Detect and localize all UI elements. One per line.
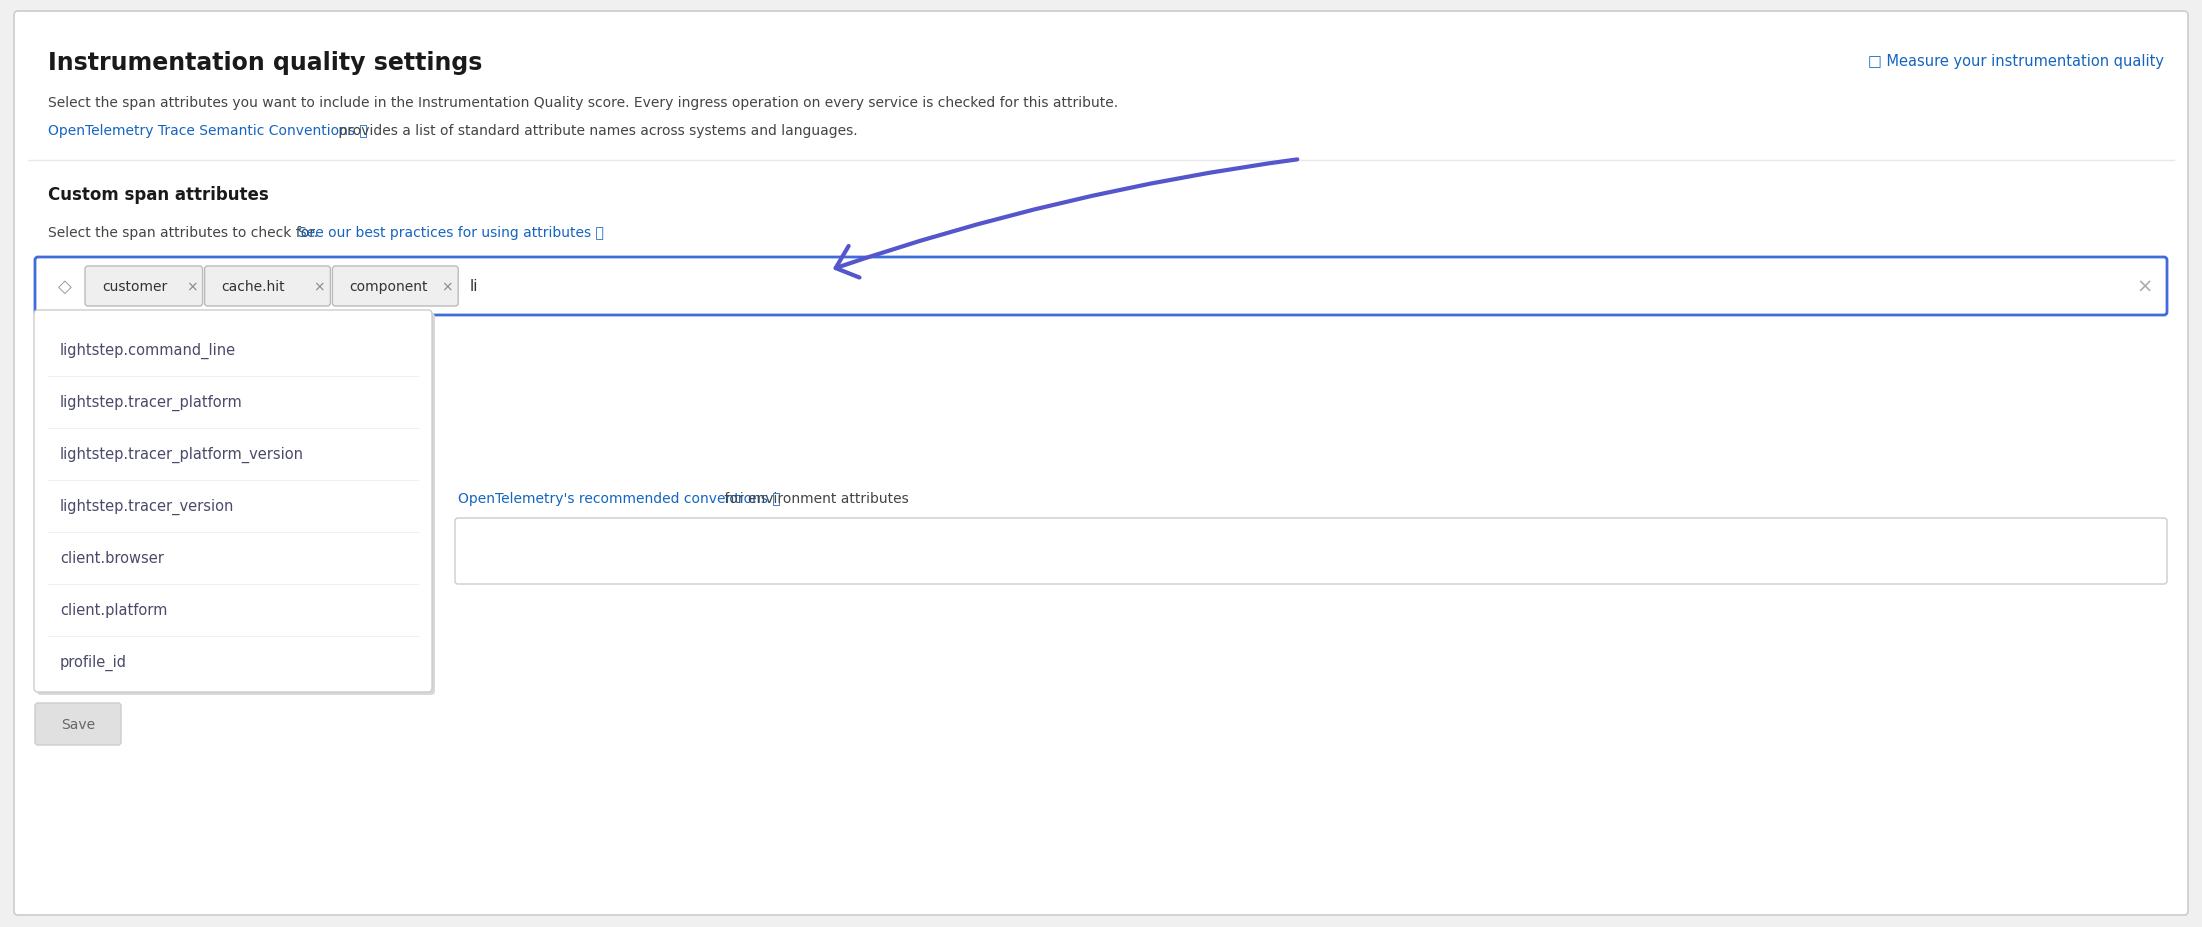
Text: lightstep.command_line: lightstep.command_line — [59, 343, 236, 359]
Text: Custom span attributes: Custom span attributes — [48, 185, 269, 204]
Text: Select the span attributes to check for.: Select the span attributes to check for. — [48, 226, 321, 240]
Text: customer: customer — [101, 280, 167, 294]
Text: ×: × — [440, 280, 454, 294]
Text: provides a list of standard attribute names across systems and languages.: provides a list of standard attribute na… — [333, 124, 857, 138]
Text: profile_id: profile_id — [59, 654, 128, 670]
FancyArrowPatch shape — [835, 160, 1297, 278]
Text: client.platform: client.platform — [59, 603, 167, 617]
Text: component: component — [350, 280, 427, 294]
Text: Save: Save — [62, 717, 95, 731]
Text: li: li — [469, 279, 478, 294]
FancyBboxPatch shape — [33, 311, 432, 692]
Text: ×: × — [313, 280, 326, 294]
FancyBboxPatch shape — [37, 313, 436, 695]
Text: client.browser: client.browser — [59, 551, 163, 565]
Text: cache.hit: cache.hit — [222, 280, 286, 294]
Text: ◇: ◇ — [57, 278, 73, 296]
Text: lightstep.tracer_platform: lightstep.tracer_platform — [59, 395, 242, 411]
Text: lightstep.tracer_platform_version: lightstep.tracer_platform_version — [59, 447, 304, 463]
FancyBboxPatch shape — [456, 518, 2167, 584]
FancyBboxPatch shape — [333, 267, 458, 307]
FancyBboxPatch shape — [205, 267, 330, 307]
FancyBboxPatch shape — [86, 267, 203, 307]
Text: OpenTelemetry Trace Semantic Conventions ⧉: OpenTelemetry Trace Semantic Conventions… — [48, 124, 368, 138]
Text: OpenTelemetry's recommended conventions ⧉: OpenTelemetry's recommended conventions … — [458, 491, 782, 505]
Text: lightstep.tracer_version: lightstep.tracer_version — [59, 499, 233, 514]
FancyBboxPatch shape — [13, 12, 2189, 915]
FancyBboxPatch shape — [35, 704, 121, 745]
Text: See our best practices for using attributes ⧉: See our best practices for using attribu… — [297, 226, 603, 240]
FancyBboxPatch shape — [35, 258, 2167, 316]
Text: Select the span attributes you want to include in the Instrumentation Quality sc: Select the span attributes you want to i… — [48, 95, 1119, 110]
Text: ×: × — [2136, 277, 2151, 297]
Text: ×: × — [185, 280, 198, 294]
Text: □ Measure your instrumentation quality: □ Measure your instrumentation quality — [1867, 54, 2165, 69]
Text: Instrumentation quality settings: Instrumentation quality settings — [48, 51, 482, 75]
Text: for environment attributes: for environment attributes — [720, 491, 909, 505]
